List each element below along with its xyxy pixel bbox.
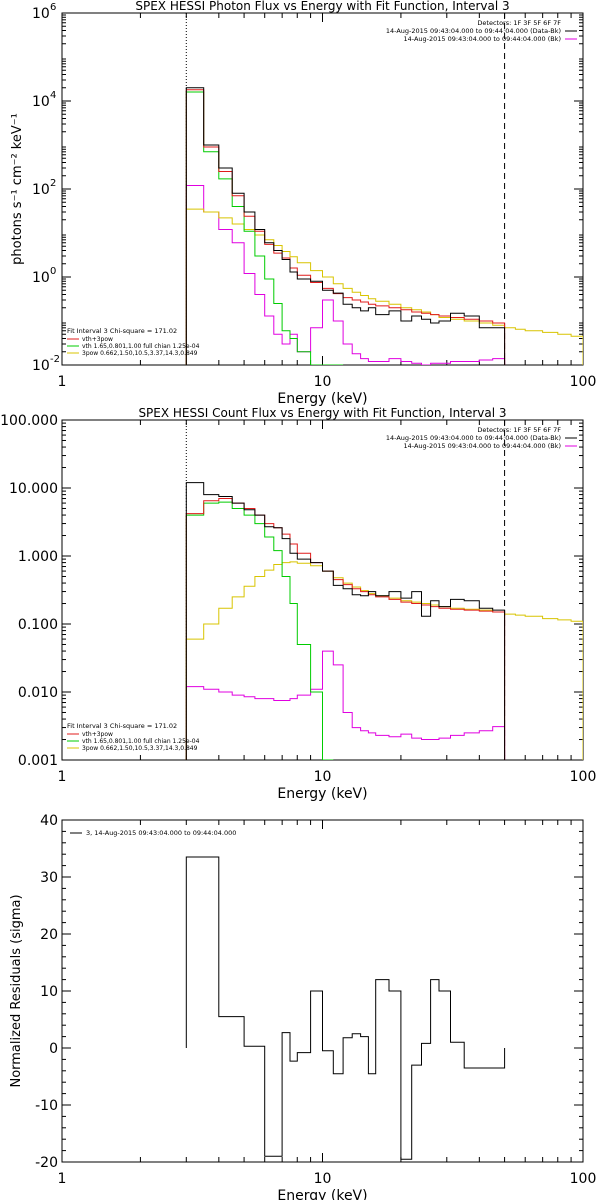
y-tick-label: 10 — [32, 270, 50, 286]
y-tick-label: -10 — [35, 1098, 58, 1114]
y-tick-label: 10.000 — [9, 481, 58, 497]
plot-1: SPEX HESSI Photon Flux vs Energy with Fi… — [10, 0, 596, 407]
x-axis-label: Energy (keV) — [277, 391, 367, 407]
y-tick-exponent: 0 — [50, 266, 56, 277]
y-tick-label: 1.000 — [18, 549, 58, 565]
x-axis-label: Energy (keV) — [277, 1188, 367, 1200]
legend-entry-thermal: vth 1.65,0.801,1.00 full chian 1.25e-04 — [82, 343, 200, 350]
residual-legend-text: 3, 14-Aug-2015 09:43:04.000 to 09:44:04.… — [86, 829, 236, 837]
series-line-thermal — [185, 501, 334, 760]
legend-entry-total: vth+3pow — [82, 731, 113, 738]
legend-top-right-text: 14-Aug-2015 09:43:04.000 to 09:44:04.000… — [404, 35, 561, 43]
legend-entry-powerlaw: 3pow 0.662,1.50,10.5,3.37,14.3,0.849 — [82, 350, 198, 357]
series-line-background — [185, 185, 506, 365]
series-line-background — [185, 650, 506, 760]
y-tick-exponent: 6 — [50, 2, 56, 13]
y-tick-label: 10 — [32, 94, 50, 110]
legend-entry-total: vth+3pow — [82, 336, 113, 343]
series-line-data — [185, 87, 506, 365]
legend-top-right-text: 14-Aug-2015 09:43:04.000 to 09:44:04.000… — [404, 442, 561, 450]
y-tick-label: 0.100 — [18, 617, 58, 633]
plot-3: 1 10 100 Energy (keV) -20 -10 0 10 20 30 40 Normali… — [9, 813, 596, 1200]
legend-top-right-text: 14-Aug-2015 09:43:04.000 to 09:44:04.000… — [386, 434, 561, 442]
plot-series-group — [185, 856, 506, 1160]
y-tick-label: 100.000 — [0, 413, 58, 429]
x-tick-label: 1 — [58, 769, 67, 785]
series-line-data — [185, 856, 506, 1160]
series-line-total — [185, 89, 506, 365]
fit-chi-square-label: Fit Interval 3 Chi-square = 171.02 — [67, 722, 177, 730]
plot-title: SPEX HESSI Photon Flux vs Energy with Fi… — [135, 0, 509, 13]
plot-title: SPEX HESSI Count Flux vs Energy with Fit… — [138, 406, 506, 420]
y-tick-label: 0 — [49, 1041, 58, 1057]
x-tick-label: 1 — [58, 374, 67, 390]
series-line-powerlaw — [185, 561, 583, 760]
y-axis-label: photons s⁻¹ cm⁻² keV⁻¹ — [10, 113, 25, 265]
fit-chi-square-label: Fit Interval 3 Chi-square = 171.02 — [67, 327, 177, 335]
y-tick-label: 0.001 — [18, 753, 58, 769]
y-tick-exponent: 2 — [50, 178, 56, 189]
series-line-total — [185, 498, 506, 760]
y-tick-label: 0.010 — [18, 685, 58, 701]
series-line-data — [185, 482, 506, 760]
y-tick-exponent: -2 — [50, 354, 60, 365]
x-axis-label: Energy (keV) — [277, 786, 367, 802]
x-tick-label: 10 — [314, 374, 332, 390]
plot-series-group — [185, 482, 583, 760]
legend-top-right-text: Detectors: 1F 3F 5F 6F 7F — [477, 19, 561, 27]
y-tick-label: 10 — [32, 182, 50, 198]
legend-entry-powerlaw: 3pow 0.662,1.50,10.5,3.37,14.3,0.849 — [82, 745, 198, 752]
plot-series-group — [185, 87, 583, 365]
plot-2: SPEX HESSI Count Flux vs Energy with Fit… — [0, 406, 596, 802]
legend-top-right-text: 14-Aug-2015 09:43:04.000 to 09:44:04.000… — [386, 27, 561, 35]
legend-entry-thermal: vth 1.65,0.801,1.00 full chian 1.25e-04 — [82, 738, 200, 745]
x-tick-label: 10 — [314, 1171, 332, 1187]
y-tick-label: 30 — [40, 870, 58, 886]
y-tick-label: 10 — [40, 984, 58, 1000]
x-tick-label: 100 — [570, 769, 597, 785]
y-tick-label: -20 — [35, 1155, 58, 1171]
x-tick-label: 1 — [58, 1171, 67, 1187]
y-tick-label: 10 — [32, 6, 50, 22]
series-line-powerlaw — [185, 208, 583, 365]
y-tick-label: 20 — [40, 927, 58, 943]
y-tick-exponent: 4 — [50, 90, 56, 101]
y-axis-label: Normalized Residuals (sigma) — [9, 894, 24, 1087]
x-tick-label: 100 — [570, 1171, 597, 1187]
legend-top-right-text: Detectors: 1F 3F 5F 6F 7F — [477, 426, 561, 434]
series-line-thermal — [185, 91, 344, 365]
y-tick-label: 10 — [32, 358, 50, 374]
x-tick-label: 10 — [314, 769, 332, 785]
x-tick-label: 100 — [570, 374, 597, 390]
y-tick-label: 40 — [40, 813, 58, 829]
